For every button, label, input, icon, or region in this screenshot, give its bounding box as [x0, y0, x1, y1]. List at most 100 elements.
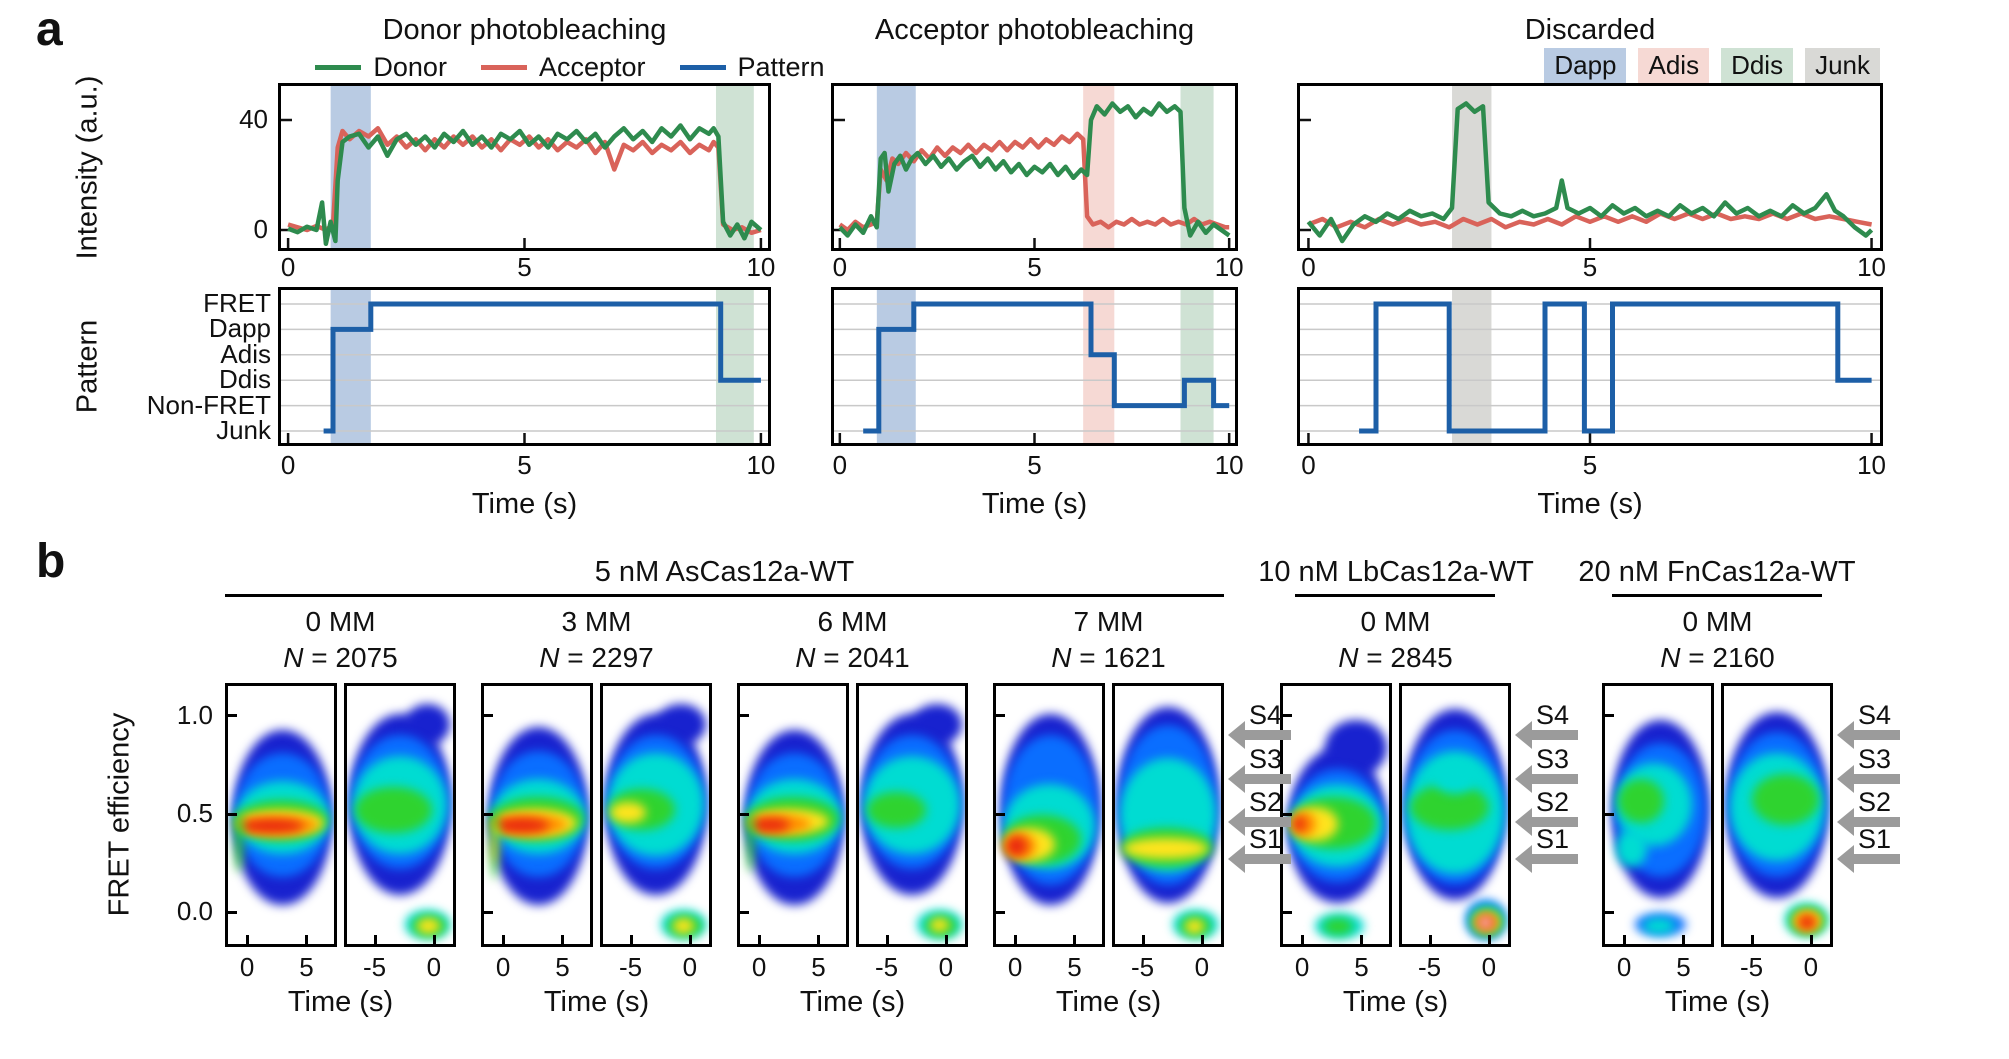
x-tick-mark: [1360, 935, 1364, 944]
density-blob: [1325, 719, 1387, 777]
density-blob: [1323, 918, 1353, 935]
axis-label-pattern: Pattern: [71, 319, 104, 414]
density-blob: [1184, 919, 1205, 934]
arrow-stem: [1243, 774, 1291, 784]
arrow-left-icon: [1837, 765, 1854, 793]
density-blob: [1799, 915, 1816, 929]
state-arrow-label: S1: [1536, 824, 1570, 854]
y-tick-mark: [996, 911, 1005, 914]
density-area: [1283, 686, 1389, 944]
n-symbol: N: [283, 642, 304, 673]
arrow-stem: [1530, 854, 1578, 864]
x-tick-mark: [885, 935, 889, 944]
intensity-plot-1: [831, 83, 1238, 251]
time-tick-label: 10: [746, 450, 776, 480]
condition-6mm-as: 6 MM: [817, 606, 888, 637]
condition-0mm-fn: 0 MM: [1682, 606, 1753, 637]
intensity-tick-label: 40: [239, 104, 268, 134]
arrow-left-icon: [1837, 721, 1854, 749]
x-tick-mark: [432, 935, 436, 944]
fret-heatmap-after: [344, 683, 456, 947]
shaded-region-adis: [1083, 290, 1115, 443]
axis-label-intensity: Intensity (a.u.): [71, 75, 104, 260]
time-tick-label: 0: [682, 952, 698, 982]
y-tick-mark: [484, 812, 493, 816]
arrow-left-icon: [1228, 721, 1245, 749]
n-count-7mm-as: N = 1621: [993, 642, 1224, 674]
time-tick-label: 5: [517, 450, 532, 480]
donor-line-swatch: [315, 65, 362, 70]
y-tick-mark: [996, 812, 1005, 816]
state-arrow-s3: S3: [1515, 744, 1581, 801]
fret-heatmap-before: [1280, 683, 1392, 947]
time-tick-label: 0: [495, 952, 511, 982]
time-tick-label: 0: [1301, 450, 1316, 480]
y-tick-mark: [740, 812, 749, 816]
condition-0mm-as: 0 MM: [305, 606, 376, 637]
density-blob: [610, 802, 647, 823]
panel-a-label: a: [36, 3, 63, 56]
pattern-trace: [1359, 301, 1872, 434]
category-chip-junk: Junk: [1805, 48, 1880, 83]
fret-heatmap-before: [481, 683, 593, 947]
state-arrow-label: S3: [1536, 744, 1570, 774]
fret-tick-label: 0.5: [176, 798, 213, 828]
intensity-tick-label: 0: [253, 214, 268, 244]
time-tick-label: -5: [1417, 952, 1442, 982]
density-blob: [1123, 838, 1209, 859]
arrow-left-icon: [1837, 808, 1854, 836]
arrow-stem: [1530, 774, 1578, 784]
time-tick-label: 5: [299, 952, 314, 982]
legend-item-donor: Donor: [315, 52, 447, 83]
n-count-0mm-lb: N = 2845: [1280, 642, 1511, 674]
y-tick-mark: [1605, 812, 1614, 816]
pattern-plot-0: [278, 287, 771, 446]
pattern-svg: [1300, 290, 1880, 443]
title-donor-photobleaching: Donor photobleaching: [382, 14, 667, 46]
pattern-trace: [323, 301, 761, 434]
trace-legend: Donor Acceptor Pattern: [290, 52, 850, 83]
density-blob: [1480, 918, 1492, 928]
time-tick-label: 5: [1067, 952, 1082, 982]
time-tick-label: 0: [751, 952, 767, 982]
time-tick-label: 0: [832, 450, 848, 480]
pattern-plot-2: [1297, 287, 1883, 446]
state-arrow-s3: S3: [1228, 744, 1294, 801]
x-tick-mark: [1428, 935, 1432, 944]
axis-label-time: Time (s): [799, 986, 906, 1018]
arrow-stem: [1852, 817, 1900, 827]
intensity-svg: [281, 86, 763, 248]
state-arrow-label: S3: [1249, 744, 1283, 774]
time-tick-label: 0: [1616, 952, 1632, 982]
arrow-left-icon: [1515, 721, 1532, 749]
arrow-stem: [1243, 730, 1291, 740]
fret-heatmap-before: [737, 683, 849, 947]
density-blob: [238, 818, 305, 834]
time-tick-label: 10: [746, 252, 776, 282]
x-tick-mark: [758, 935, 762, 944]
n-count-0mm-fn: N = 2160: [1602, 642, 1833, 674]
axis-label-time: Time (s): [287, 986, 394, 1018]
arrow-left-icon: [1515, 808, 1532, 836]
density-blob: [672, 918, 695, 934]
x-tick-mark: [1809, 935, 1813, 944]
state-arrow-s4: S4: [1228, 700, 1294, 757]
donor-trace: [838, 101, 1231, 238]
y-tick-mark: [1283, 911, 1292, 914]
x-tick-mark: [1487, 935, 1491, 944]
n-value: = 2297: [567, 642, 654, 673]
density-blob: [749, 817, 790, 832]
fret-heatmap-after: [856, 683, 968, 947]
fret-tick-label: 0.0: [176, 896, 213, 927]
pattern-level-label: FRET: [203, 288, 271, 318]
arrow-left-icon: [1515, 765, 1532, 793]
condition-7mm-as: 7 MM: [1073, 606, 1144, 637]
acceptor-line-swatch: [480, 65, 527, 70]
time-tick-label: -5: [362, 952, 387, 982]
pattern-plot-1: [831, 287, 1238, 446]
state-arrow-s1: S1: [1515, 824, 1581, 881]
time-tick-label: 0: [280, 450, 296, 480]
density-area: [996, 686, 1102, 944]
arrow-left-icon: [1228, 808, 1245, 836]
group-underline-lbcas12a: [1295, 594, 1495, 597]
